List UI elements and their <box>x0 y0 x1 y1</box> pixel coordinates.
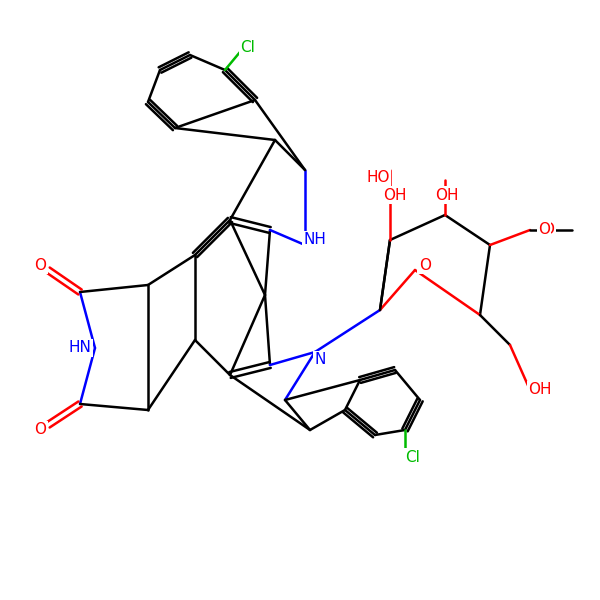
Text: HO: HO <box>366 170 390 185</box>
Text: O: O <box>419 257 431 272</box>
Text: Cl: Cl <box>406 449 421 464</box>
Text: NH: NH <box>304 232 326 247</box>
Text: O: O <box>538 223 550 238</box>
Text: N: N <box>314 352 326 367</box>
Text: OH: OH <box>528 383 552 397</box>
Text: HN: HN <box>68 340 91 355</box>
Text: O: O <box>542 223 554 238</box>
Text: OH: OH <box>435 187 459 202</box>
Text: O: O <box>34 422 46 437</box>
Text: Cl: Cl <box>241 40 256 55</box>
Text: OH: OH <box>383 187 407 202</box>
Text: O: O <box>34 257 46 272</box>
